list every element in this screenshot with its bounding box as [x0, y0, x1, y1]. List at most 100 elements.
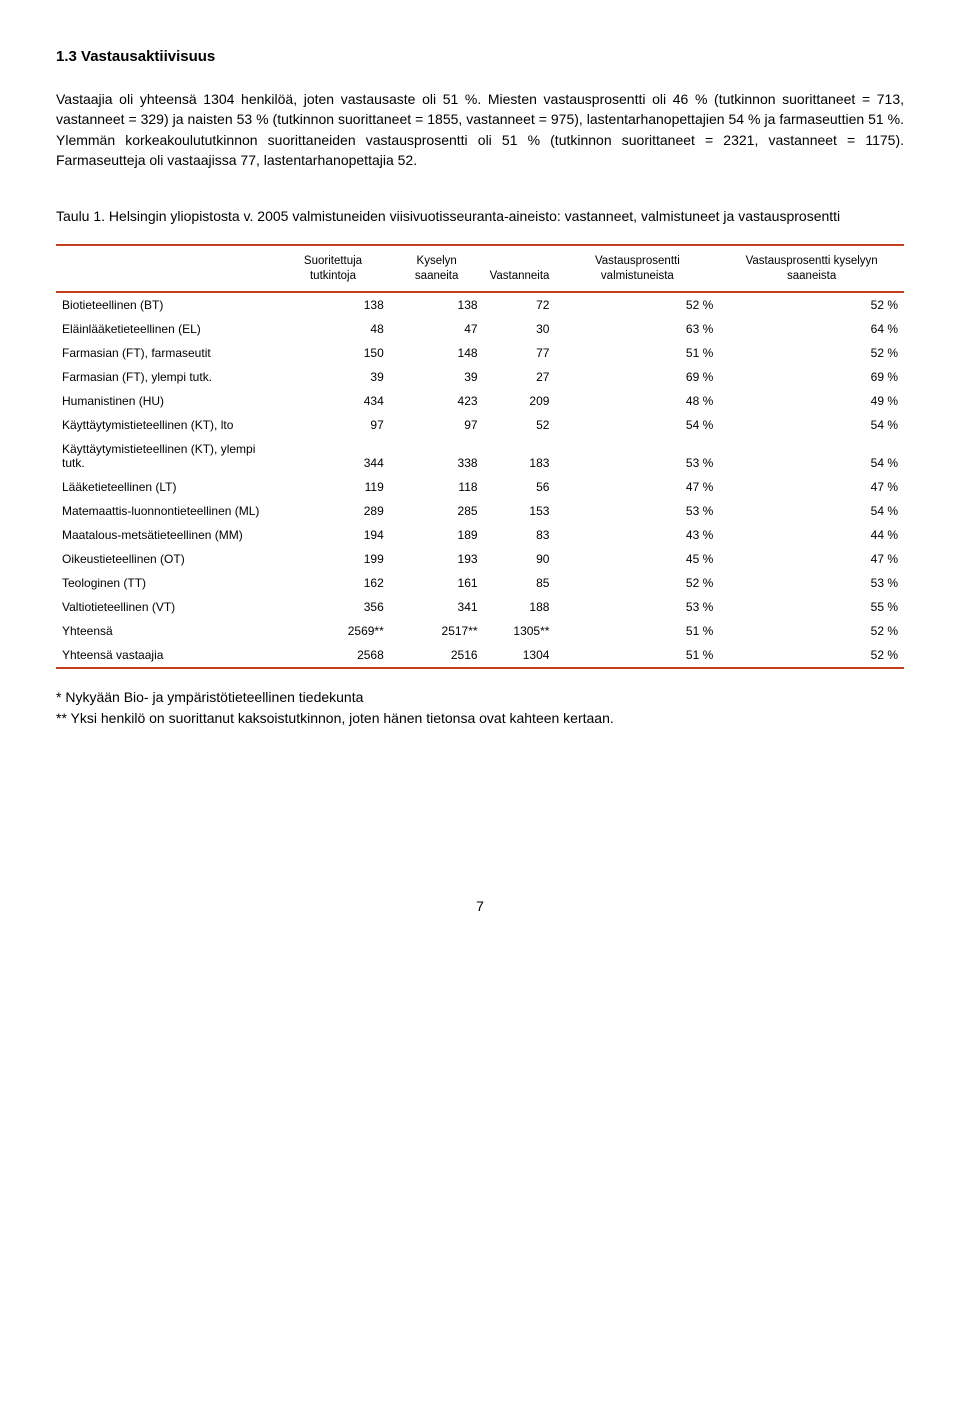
cell: 69 % — [719, 365, 904, 389]
cell: 153 — [484, 499, 556, 523]
cell: 47 — [390, 317, 484, 341]
cell: Farmasian (FT), ylempi tutk. — [56, 365, 276, 389]
cell: 52 % — [719, 341, 904, 365]
cell: 64 % — [719, 317, 904, 341]
cell: 138 — [276, 292, 390, 317]
col-header-0 — [56, 245, 276, 292]
cell: Eläinlääketieteellinen (EL) — [56, 317, 276, 341]
cell: 47 % — [719, 475, 904, 499]
table-row: Teologinen (TT) 162 161 85 52 % 53 % — [56, 571, 904, 595]
cell: 183 — [484, 437, 556, 475]
table-row: Humanistinen (HU) 434 423 209 48 % 49 % — [56, 389, 904, 413]
cell: 47 % — [719, 547, 904, 571]
cell: 434 — [276, 389, 390, 413]
cell: 52 % — [555, 292, 719, 317]
cell: 2516 — [390, 643, 484, 668]
cell: 69 % — [555, 365, 719, 389]
cell: 356 — [276, 595, 390, 619]
col-header-5: Vastausprosentti kyselyyn saaneista — [719, 245, 904, 292]
table-body: Biotieteellinen (BT) 138 138 72 52 % 52 … — [56, 292, 904, 668]
cell: 51 % — [555, 341, 719, 365]
data-table: Suoritettuja tutkintoja Kyselyn saaneita… — [56, 244, 904, 669]
cell: 30 — [484, 317, 556, 341]
cell: 285 — [390, 499, 484, 523]
footnote-2: ** Yksi henkilö on suorittanut kaksoistu… — [56, 708, 904, 728]
cell: 119 — [276, 475, 390, 499]
table-row: Lääketieteellinen (LT) 119 118 56 47 % 4… — [56, 475, 904, 499]
cell: 56 — [484, 475, 556, 499]
cell: 39 — [390, 365, 484, 389]
cell: 54 % — [719, 413, 904, 437]
cell: 63 % — [555, 317, 719, 341]
cell: 39 — [276, 365, 390, 389]
cell: 148 — [390, 341, 484, 365]
cell: 48 — [276, 317, 390, 341]
cell: 51 % — [555, 643, 719, 668]
table-row: Farmasian (FT), ylempi tutk. 39 39 27 69… — [56, 365, 904, 389]
cell: 189 — [390, 523, 484, 547]
cell: 97 — [276, 413, 390, 437]
body-paragraph-1: Vastaajia oli yhteensä 1304 henkilöä, jo… — [56, 89, 904, 170]
cell: Lääketieteellinen (LT) — [56, 475, 276, 499]
cell: 53 % — [555, 499, 719, 523]
cell: Oikeustieteellinen (OT) — [56, 547, 276, 571]
table-row: Farmasian (FT), farmaseutit 150 148 77 5… — [56, 341, 904, 365]
table-row: Käyttäytymistieteellinen (KT), lto 97 97… — [56, 413, 904, 437]
cell: 54 % — [719, 499, 904, 523]
footnotes: * Nykyään Bio- ja ympäristötieteellinen … — [56, 687, 904, 728]
table-caption: Taulu 1. Helsingin yliopistosta v. 2005 … — [56, 206, 904, 226]
section-heading: 1.3 Vastausaktiivisuus — [56, 48, 904, 65]
cell: 44 % — [719, 523, 904, 547]
cell: Yhteensä — [56, 619, 276, 643]
cell: 194 — [276, 523, 390, 547]
cell: 52 % — [719, 292, 904, 317]
cell: 344 — [276, 437, 390, 475]
cell: Farmasian (FT), farmaseutit — [56, 341, 276, 365]
cell: 43 % — [555, 523, 719, 547]
cell: 2517** — [390, 619, 484, 643]
cell: 85 — [484, 571, 556, 595]
cell: Valtiotieteellinen (VT) — [56, 595, 276, 619]
cell: 162 — [276, 571, 390, 595]
cell: 53 % — [555, 595, 719, 619]
cell: 150 — [276, 341, 390, 365]
cell: 199 — [276, 547, 390, 571]
cell: 52 % — [719, 643, 904, 668]
col-header-4: Vastausprosentti valmistuneista — [555, 245, 719, 292]
cell: 90 — [484, 547, 556, 571]
cell: Yhteensä vastaajia — [56, 643, 276, 668]
cell: 2569** — [276, 619, 390, 643]
cell: 161 — [390, 571, 484, 595]
cell: 53 % — [555, 437, 719, 475]
table-row: Maatalous-metsätieteellinen (MM) 194 189… — [56, 523, 904, 547]
cell: 1304 — [484, 643, 556, 668]
col-header-3: Vastanneita — [484, 245, 556, 292]
cell: 72 — [484, 292, 556, 317]
cell: 27 — [484, 365, 556, 389]
cell: 97 — [390, 413, 484, 437]
cell: 55 % — [719, 595, 904, 619]
cell: Matemaattis-luonnontieteellinen (ML) — [56, 499, 276, 523]
cell: Biotieteellinen (BT) — [56, 292, 276, 317]
cell: 53 % — [719, 571, 904, 595]
cell: 289 — [276, 499, 390, 523]
cell: 77 — [484, 341, 556, 365]
cell: 48 % — [555, 389, 719, 413]
cell: 83 — [484, 523, 556, 547]
col-header-1: Suoritettuja tutkintoja — [276, 245, 390, 292]
cell: Humanistinen (HU) — [56, 389, 276, 413]
cell: 52 % — [555, 571, 719, 595]
table-row: Käyttäytymistieteellinen (KT), ylempi tu… — [56, 437, 904, 475]
cell: 51 % — [555, 619, 719, 643]
cell: 193 — [390, 547, 484, 571]
cell: 45 % — [555, 547, 719, 571]
cell: 49 % — [719, 389, 904, 413]
cell: 188 — [484, 595, 556, 619]
cell: 52 % — [719, 619, 904, 643]
page-number: 7 — [56, 898, 904, 914]
cell: 209 — [484, 389, 556, 413]
table-row: Eläinlääketieteellinen (EL) 48 47 30 63 … — [56, 317, 904, 341]
cell: 2568 — [276, 643, 390, 668]
table-row: Yhteensä vastaajia 2568 2516 1304 51 % 5… — [56, 643, 904, 668]
footnote-1: * Nykyään Bio- ja ympäristötieteellinen … — [56, 687, 904, 707]
